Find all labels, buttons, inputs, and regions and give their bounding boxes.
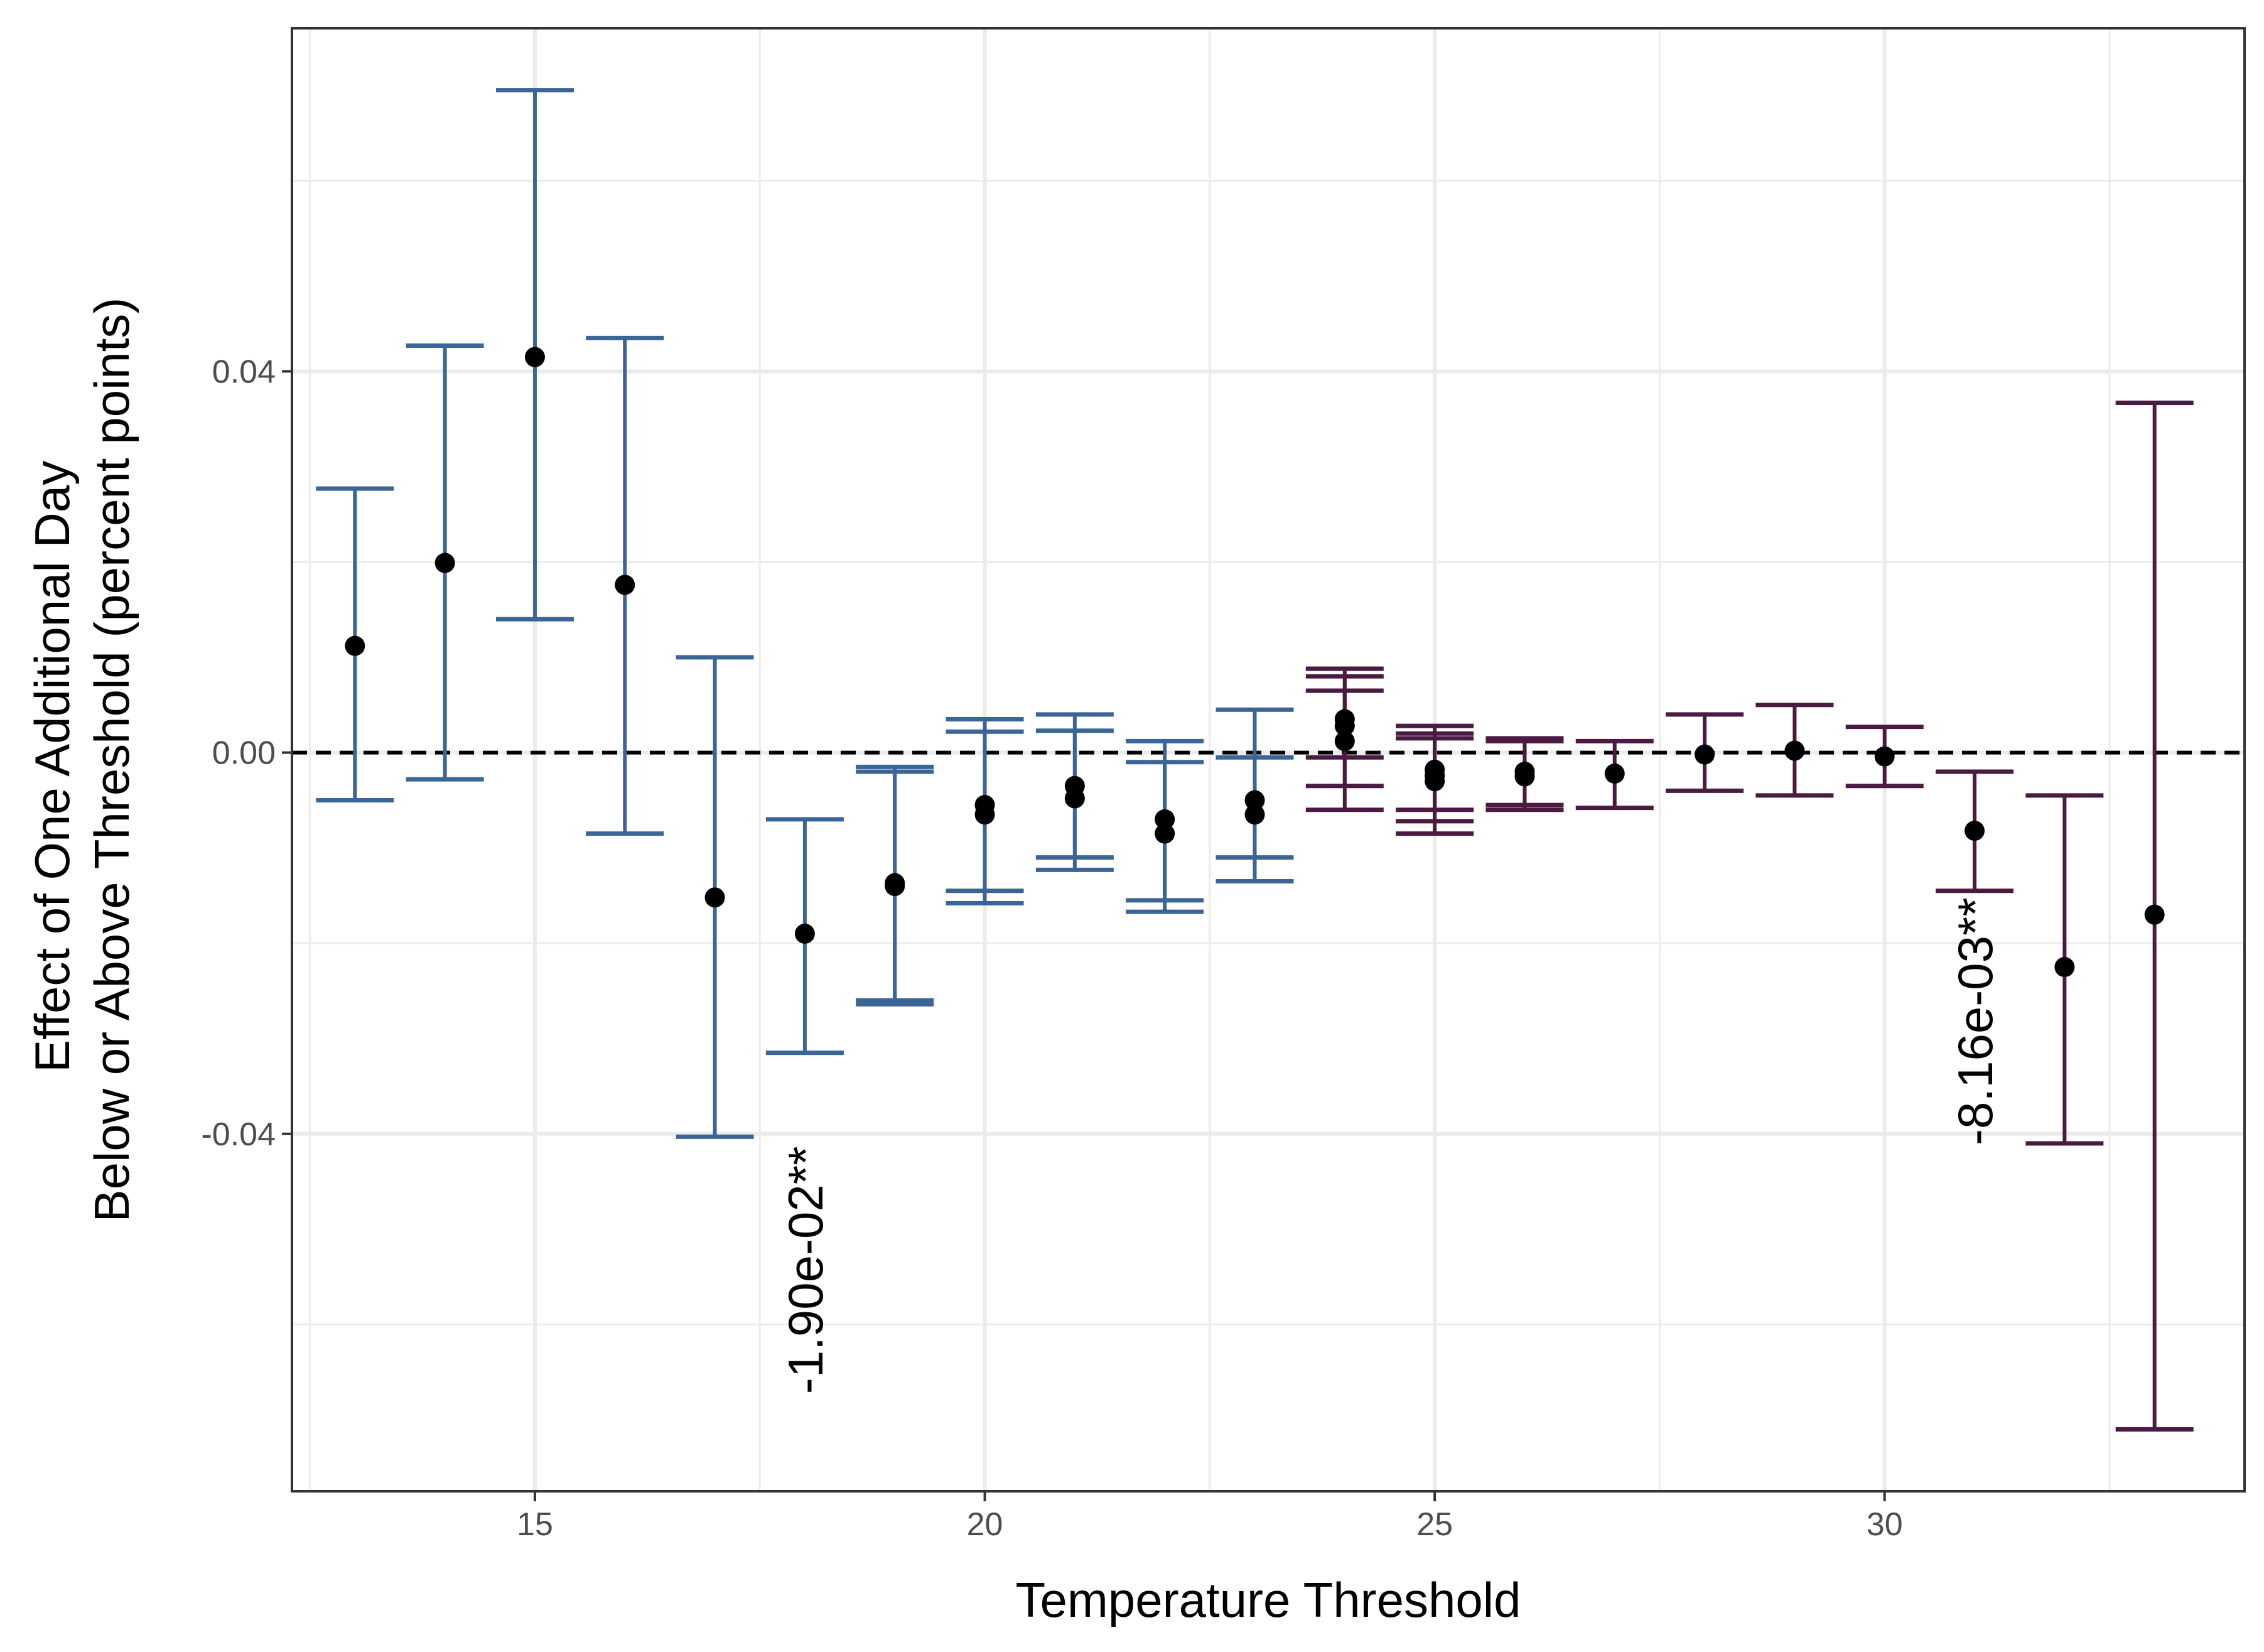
annotations: -1.90e-02** -8.16e-03** xyxy=(778,897,2003,1394)
y-axis-title-line-2: Below or Above Threshold (percent points… xyxy=(84,298,139,1223)
data-point xyxy=(615,575,635,595)
data-point xyxy=(1425,765,1445,786)
data-point xyxy=(2144,904,2165,925)
data-point xyxy=(1064,788,1085,809)
x-tick-label: 15 xyxy=(517,1506,553,1543)
data-point xyxy=(1334,716,1355,737)
data-point xyxy=(1784,740,1805,761)
data-point xyxy=(885,876,905,897)
data-point xyxy=(1155,809,1175,829)
data-points xyxy=(345,347,2165,978)
y-axis-title: Effect of One Additional Day Below or Ab… xyxy=(24,298,139,1223)
x-tick-label: 30 xyxy=(1867,1506,1903,1543)
data-point xyxy=(1965,821,1985,841)
data-point xyxy=(704,887,725,908)
x-tick-label: 25 xyxy=(1416,1506,1453,1543)
data-point xyxy=(1244,790,1265,811)
error-bars xyxy=(316,88,2194,1432)
data-point xyxy=(524,347,545,367)
data-point xyxy=(1514,766,1535,787)
data-point xyxy=(434,553,455,573)
data-point xyxy=(1155,823,1175,844)
x-tick-label: 20 xyxy=(967,1506,1003,1543)
data-point xyxy=(2054,957,2075,978)
significance-annotation: -8.16e-03** xyxy=(1948,897,2003,1145)
data-point xyxy=(345,635,365,656)
y-tick-label: 0.04 xyxy=(212,354,276,390)
grid-lines xyxy=(292,28,2245,1491)
panel-border xyxy=(291,27,2246,1493)
data-point xyxy=(1874,746,1895,767)
data-point xyxy=(1695,744,1715,765)
axes: 15 20 25 30 -0.04 0.00 0.04 xyxy=(201,354,1902,1543)
data-point xyxy=(1244,804,1265,825)
x-axis-title: Temperature Threshold xyxy=(1016,1572,1521,1628)
y-tick-label: 0.00 xyxy=(212,735,276,772)
data-point xyxy=(1334,731,1355,752)
data-point xyxy=(974,804,995,825)
y-axis-title-line-1: Effect of One Additional Day xyxy=(24,461,80,1072)
significance-annotation: -1.90e-02** xyxy=(778,1147,833,1395)
y-tick-label: -0.04 xyxy=(201,1116,276,1153)
data-point xyxy=(1604,764,1625,784)
data-point xyxy=(794,924,815,944)
